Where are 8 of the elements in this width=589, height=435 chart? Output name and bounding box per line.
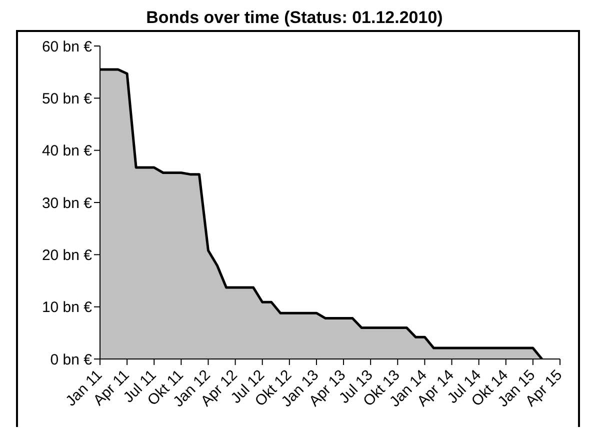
y-tick-label: 10 bn € [42,299,93,316]
chart-title: Bonds over time (Status: 01.12.2010) [145,8,444,29]
y-tick-label: 50 bn € [42,90,93,108]
y-tick-label: 60 bn € [42,38,93,56]
y-tick-label: 20 bn € [42,246,93,264]
y-tick-label: 30 bn € [42,194,93,212]
y-tick-label: 0 bn € [50,351,93,368]
y-tick-label: 40 bn € [42,142,93,160]
